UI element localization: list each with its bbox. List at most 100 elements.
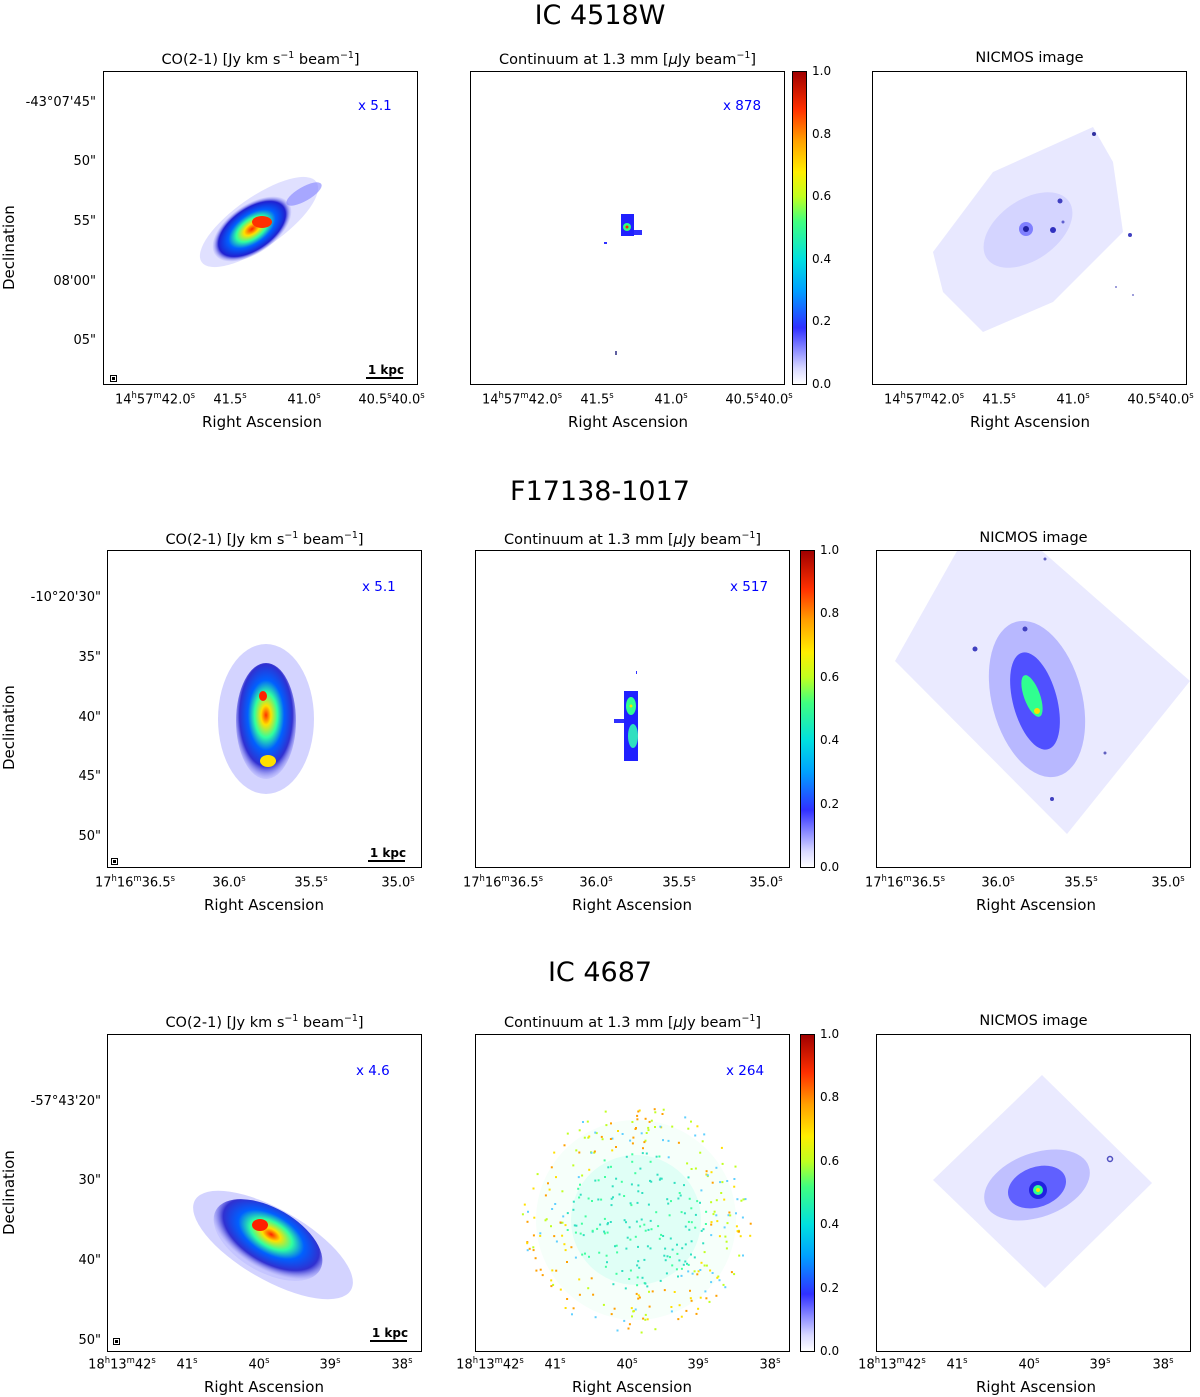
co-map-f17138: x 5.1 1 kpc [107, 550, 422, 868]
noise-dot [566, 1298, 569, 1300]
xtick-label: 40.5s [358, 390, 392, 408]
noise-dot [687, 1176, 690, 1179]
noise-dot [729, 1214, 732, 1217]
xtick-label: 41s [176, 1355, 198, 1373]
noise-dot [625, 1221, 627, 1224]
noise-dot [628, 1323, 631, 1326]
noise-dot [588, 1255, 590, 1258]
noise-dot [673, 1181, 676, 1184]
xtick-label: 14h57m42.0s [114, 390, 196, 408]
noise-dot [566, 1261, 568, 1263]
noise-dot [603, 1217, 606, 1220]
noise-dot [644, 1139, 647, 1142]
noise-dot [634, 1172, 637, 1175]
noise-dot [678, 1304, 681, 1307]
noise-dot [709, 1269, 712, 1272]
noise-dot [617, 1130, 619, 1132]
colorbar-tick-label: 0.0 [820, 860, 840, 874]
xtick-label: 41.5s [580, 390, 614, 408]
scale-factor: x 4.6 [356, 1063, 390, 1079]
panel-title-co: CO(2-1) [Jy km s−1 beam−1] [161, 50, 360, 68]
noise-dot [624, 1287, 627, 1290]
noise-dot [733, 1178, 736, 1180]
colorbar-tick-label: 0.0 [820, 1344, 840, 1358]
colorbar [800, 1034, 815, 1352]
noise-dot [735, 1225, 738, 1228]
scale-factor: x 264 [726, 1063, 765, 1079]
x-axis-label: Right Ascension [202, 413, 322, 431]
xtick-label: 35.5s [294, 873, 328, 891]
noise-dot [636, 1276, 639, 1279]
noise-dot [655, 1211, 658, 1214]
noise-dot [550, 1166, 553, 1169]
noise-dot [553, 1151, 556, 1154]
noise-dot [630, 1307, 633, 1310]
xtick-label: 41.0s [287, 390, 321, 408]
noise-dot [577, 1187, 580, 1190]
noise-dot [686, 1162, 689, 1165]
noise-dot [736, 1230, 739, 1233]
xtick-label: 35.5s [662, 873, 696, 891]
noise-dot [582, 1234, 585, 1237]
noise-dot [623, 1195, 626, 1197]
noise-dot [575, 1149, 578, 1152]
noise-dot [588, 1135, 591, 1138]
co-map-ic4518w: x 5.1 1 kpc [103, 71, 418, 385]
noise-dot [666, 1255, 669, 1258]
noise-dot [572, 1164, 575, 1167]
noise-dot [708, 1300, 711, 1303]
colorbar [800, 550, 815, 868]
xtick-label: 40s [616, 1355, 638, 1373]
noise-dot [610, 1165, 612, 1168]
xtick-label: 38s [759, 1355, 781, 1373]
scale-bar [370, 1340, 407, 1342]
noise-dot [706, 1174, 709, 1177]
noise-dot [641, 1276, 644, 1279]
noise-dot [564, 1249, 567, 1252]
noise-dot [612, 1283, 615, 1286]
noise-dot [636, 1201, 639, 1204]
noise-dot [648, 1120, 651, 1123]
noise-dot [637, 1260, 640, 1263]
noise-dot [636, 1284, 639, 1287]
noise-dot [671, 1264, 674, 1267]
noise-dot [710, 1171, 713, 1174]
noise-dot [579, 1232, 582, 1235]
noise-dot [710, 1201, 713, 1204]
noise-dot [539, 1268, 542, 1271]
noise-dot [741, 1216, 744, 1219]
noise-dot [715, 1199, 718, 1202]
noise-dot [749, 1222, 752, 1225]
noise-dot [640, 1218, 643, 1221]
noise-dot [532, 1187, 535, 1190]
noise-dot [677, 1141, 680, 1144]
noise-dot [616, 1251, 619, 1254]
scale-factor: x 5.1 [362, 579, 396, 595]
ytick-label: -10°20'30" [30, 590, 101, 605]
colorbar-tick-label: 1.0 [820, 1027, 840, 1041]
noise-dot [705, 1170, 708, 1173]
noise-dot [700, 1189, 703, 1192]
noise-dot [563, 1243, 566, 1246]
noise-dot [587, 1287, 590, 1290]
noise-dot [677, 1197, 680, 1200]
noise-dot [552, 1283, 555, 1286]
noise-dot [742, 1254, 744, 1257]
noise-dot [690, 1207, 693, 1210]
noise-dot [594, 1179, 597, 1182]
noise-dot [615, 1244, 618, 1247]
colorbar-tick-label: 0.8 [812, 127, 832, 141]
noise-dot [548, 1188, 551, 1191]
noise-dot [639, 1167, 642, 1170]
noise-dot [734, 1165, 737, 1168]
noise-dot [724, 1286, 727, 1289]
noise-dot [691, 1272, 694, 1275]
noise-dot [658, 1178, 661, 1181]
xtick-label: 40.0s [759, 390, 793, 408]
noise-dot [720, 1192, 723, 1194]
panel-title-continuum: Continuum at 1.3 mm [μJy beam−1] [504, 530, 761, 548]
xtick-label: 14h57m42.0s [481, 390, 563, 408]
noise-dot [663, 1254, 666, 1257]
noise-dot [553, 1235, 556, 1238]
co-emission-image [218, 644, 314, 794]
